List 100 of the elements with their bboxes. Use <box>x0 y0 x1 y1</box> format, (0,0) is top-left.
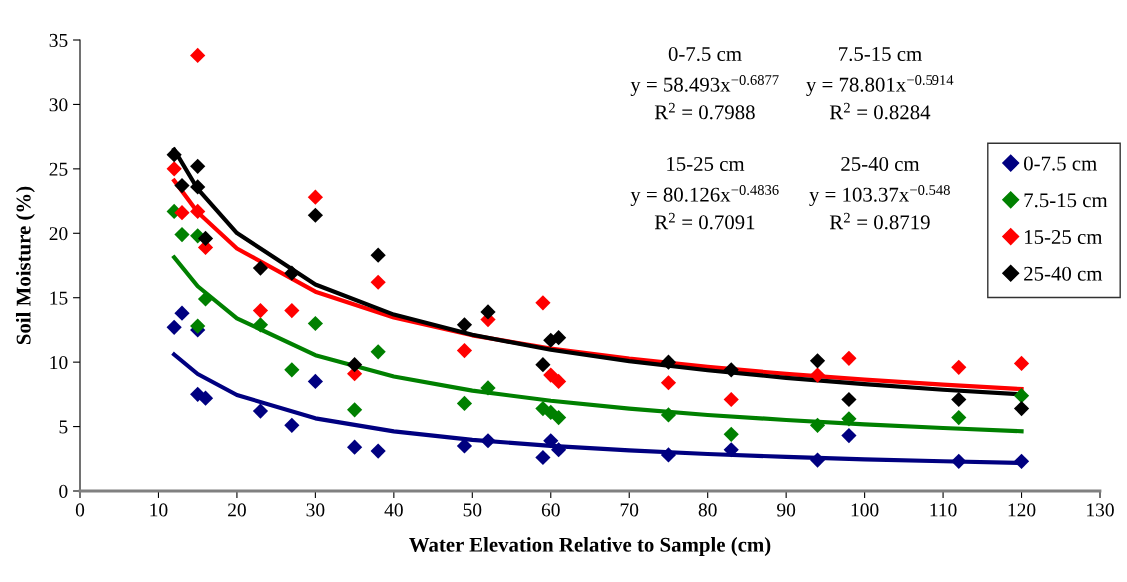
point <box>841 411 857 427</box>
point <box>809 353 826 369</box>
point <box>252 302 269 319</box>
point <box>370 344 386 360</box>
point <box>166 147 182 163</box>
point <box>284 362 300 378</box>
point <box>841 350 857 366</box>
point <box>197 291 214 307</box>
point <box>174 205 190 221</box>
legend-label: 15-25 cm <box>1025 230 1103 245</box>
legend-label: 7.5-15 cm <box>1024 193 1108 208</box>
point <box>951 409 967 426</box>
point <box>456 317 473 333</box>
x-tick-label: 80 <box>698 503 717 517</box>
y-tick-label: 5 <box>59 420 68 434</box>
point <box>252 317 269 333</box>
point <box>174 305 190 321</box>
x-tick-label: 10 <box>150 503 168 517</box>
point <box>197 230 214 247</box>
point <box>166 319 182 335</box>
point <box>480 304 496 320</box>
point <box>456 395 473 411</box>
point <box>174 178 190 194</box>
x-tick-label: 130 <box>1087 503 1114 517</box>
y-tick-label: 35 <box>49 33 68 47</box>
point <box>551 409 567 426</box>
point <box>809 417 826 433</box>
point <box>284 417 300 433</box>
y-tick-label: 30 <box>49 98 68 112</box>
point <box>543 433 559 449</box>
text: 25-40 cm y = 103.37x$^{−0.548}$ R$^{2}$ = 0.8719 <box>809 156 950 230</box>
point <box>190 318 206 334</box>
point <box>841 427 857 444</box>
point <box>535 357 551 373</box>
point <box>190 47 206 64</box>
point <box>660 447 677 463</box>
point <box>723 442 739 458</box>
point <box>307 207 323 223</box>
x-axis-title: Water Elevation Relative to Sample (cm) <box>409 537 771 556</box>
point <box>190 203 206 219</box>
point <box>660 375 677 391</box>
point <box>252 403 269 419</box>
point <box>307 373 323 390</box>
point <box>284 265 300 281</box>
point <box>551 330 567 346</box>
x-tick-label: 100 <box>851 503 879 517</box>
text: 0-7.5 cm y = 58.493x$^{−0.6877}$ R$^{2}$ = 0.7988 <box>630 46 779 120</box>
point <box>370 274 386 290</box>
legend-label: 0-7.5 cm <box>1024 156 1097 171</box>
point <box>174 226 190 243</box>
y-tick-label: 10 <box>50 355 68 370</box>
x-tick-label: 110 <box>930 503 957 517</box>
point <box>307 315 323 332</box>
point <box>347 357 363 373</box>
point <box>723 391 739 408</box>
point <box>660 354 677 370</box>
x-tick-label: 120 <box>1008 503 1036 517</box>
line-series <box>172 255 1024 434</box>
point <box>252 260 269 276</box>
text: 15-25 cm y = 80.126x$^{−0.4836}$ R$^{2}$ = 0.7091 <box>630 156 779 230</box>
point <box>456 342 473 359</box>
x-tick-label: 0 <box>75 503 85 517</box>
legend-label: 25-40 cm <box>1024 266 1103 281</box>
point <box>307 189 323 205</box>
y-tick-label: 15 <box>50 291 68 305</box>
point <box>723 426 739 442</box>
point <box>1013 400 1030 417</box>
point <box>166 161 182 177</box>
point <box>951 359 967 375</box>
point <box>535 449 551 466</box>
point <box>535 295 551 311</box>
x-tick-label: 40 <box>384 503 403 517</box>
point <box>551 442 567 458</box>
y-tick-label: 0 <box>59 484 68 498</box>
point <box>723 362 739 378</box>
point <box>284 302 300 319</box>
point <box>543 367 559 383</box>
y-tick-label: 25 <box>49 162 68 176</box>
point <box>841 391 857 408</box>
point <box>809 452 826 468</box>
point <box>951 453 967 469</box>
point <box>1013 355 1030 372</box>
y-axis-title: Soil Moisture (%) <box>15 186 35 345</box>
x-tick-label: 30 <box>306 503 325 517</box>
y-tick-label: 20 <box>49 227 68 241</box>
point <box>551 373 567 390</box>
point <box>660 407 677 423</box>
point <box>347 402 363 418</box>
x-tick-label: 20 <box>228 503 246 517</box>
point <box>456 438 473 454</box>
point <box>1013 453 1030 469</box>
point <box>951 391 967 408</box>
x-tick-label: 90 <box>777 503 796 517</box>
point <box>1013 388 1030 404</box>
x-tick-label: 60 <box>541 503 560 517</box>
point <box>347 439 363 455</box>
text: 7.5-15 cm y = 78.801x$^{−0.5914}$ R$^{2}$ = 0.8284 <box>806 47 954 120</box>
point <box>370 247 386 263</box>
point <box>480 380 496 396</box>
x-tick-label: 70 <box>620 503 639 517</box>
